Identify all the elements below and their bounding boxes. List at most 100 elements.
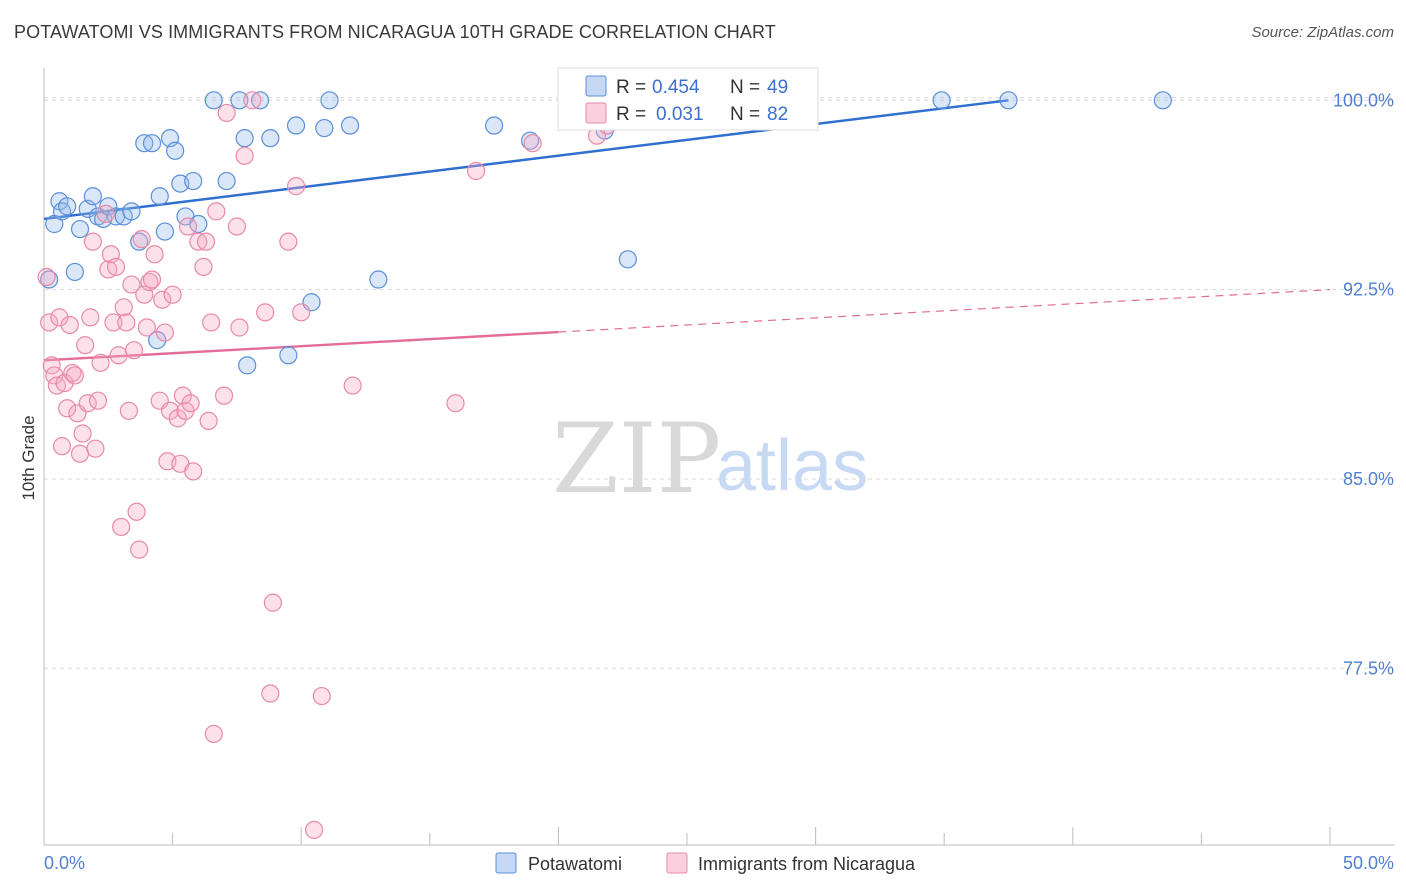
nicaragua-point <box>214 386 234 405</box>
nicaragua-point <box>86 439 105 458</box>
legend-r-label-2: R = <box>616 104 646 125</box>
nicaragua-point <box>168 409 187 428</box>
chart-title: POTAWATOMI VS IMMIGRANTS FROM NICARAGUA … <box>14 22 776 42</box>
potawatomi-point <box>238 356 257 375</box>
nicaragua-point <box>132 230 151 249</box>
potawatomi-point <box>279 346 298 365</box>
series-legend-label-potawatomi: Potawatomi <box>528 854 622 874</box>
nicaragua-point <box>261 684 280 703</box>
potawatomi-point <box>148 331 167 350</box>
nicaragua-point <box>207 202 226 221</box>
potawatomi-point <box>235 129 254 148</box>
nicaragua-point <box>343 376 362 395</box>
nicaragua-point <box>140 272 159 292</box>
nicaragua-point <box>91 353 110 372</box>
legend-swatch-nicaragua <box>585 102 607 124</box>
nicaragua-point <box>70 444 90 463</box>
nicaragua-point <box>155 323 174 342</box>
potawatomi-point <box>166 141 185 160</box>
nicaragua-point <box>127 502 146 521</box>
nicaragua-point <box>263 593 283 612</box>
potawatomi-point <box>204 91 223 110</box>
potawatomi-point <box>618 250 637 269</box>
potawatomi-point <box>261 129 280 148</box>
nicaragua-point <box>114 298 133 317</box>
nicaragua-point <box>217 103 236 123</box>
potawatomi-point <box>521 131 540 150</box>
potawatomi-point <box>230 91 249 110</box>
nicaragua-point <box>202 313 221 332</box>
series-legend-swatch-nicaragua <box>666 852 688 874</box>
nicaragua-point <box>304 820 324 839</box>
nicaragua-point <box>160 401 180 420</box>
series-legend-swatch-potawatomi <box>495 852 517 874</box>
nicaragua-point <box>83 232 102 251</box>
legend-r-value-2: 0.031 <box>656 104 704 125</box>
nicaragua-point <box>65 366 84 385</box>
nicaragua-point <box>178 217 198 236</box>
x-tick-label-min: 0.0% <box>44 853 85 873</box>
potawatomi-point <box>1153 91 1172 110</box>
nicaragua-point <box>96 204 115 223</box>
legend-swatch-potawatomi <box>585 75 607 97</box>
y-tick-labels: 77.5% 85.0% 92.5% 100.0% <box>1333 90 1394 678</box>
nicaragua-point <box>204 724 223 744</box>
nicaragua-point <box>523 134 542 153</box>
nicaragua-point <box>292 303 311 322</box>
potawatomi-point <box>217 171 236 191</box>
nicaragua-point <box>446 394 465 413</box>
series-legend: Potawatomi Immigrants from Nicaragua <box>495 852 916 874</box>
y-tick-label: 85.0% <box>1343 469 1394 489</box>
potawatomi-point <box>40 270 59 289</box>
nicaragua-point <box>199 411 218 430</box>
nicaragua-point <box>256 303 275 322</box>
stats-legend: R = 0.454 N = 49 R = 0.031 N = 82 <box>557 67 819 131</box>
trend-line-solid <box>43 99 1009 221</box>
nicaragua-point <box>81 308 100 327</box>
legend-n-label-2: N = <box>730 104 760 125</box>
nicaragua-point <box>230 318 249 337</box>
potawatomi-point <box>130 232 149 251</box>
legend-r-value-1: 0.454 <box>652 77 700 98</box>
nicaragua-point <box>142 270 162 289</box>
nicaragua-point <box>37 267 56 287</box>
y-tick-label: 100.0% <box>1333 90 1394 110</box>
nicaragua-point <box>104 313 123 332</box>
nicaragua-point <box>55 373 74 393</box>
trend-lines <box>43 99 1331 362</box>
nicaragua-point <box>106 257 126 277</box>
potawatomi-point <box>932 91 951 110</box>
x-tick-label-max: 50.0% <box>1343 853 1394 873</box>
watermark-zip: ZIP <box>552 403 721 515</box>
trend-line-solid <box>43 330 559 362</box>
y-axis-title: 10th Grade <box>19 415 38 500</box>
potawatomi-point <box>65 262 84 282</box>
source-label: Source: ZipAtlas.com <box>1251 24 1394 41</box>
axes <box>43 68 1395 846</box>
legend-r-label-1: R = <box>616 77 646 98</box>
nicaragua-point <box>130 540 149 559</box>
potawatomi-point <box>52 202 72 221</box>
nicaragua-point <box>50 308 69 327</box>
nicaragua-point <box>279 232 298 251</box>
nicaragua-point <box>76 336 95 355</box>
nicaragua-point <box>235 146 254 165</box>
nicaragua-point <box>122 275 141 294</box>
potawatomi-point <box>142 134 162 153</box>
potawatomi-point <box>340 116 360 135</box>
legend-n-value-1: 49 <box>767 77 788 98</box>
potawatomi-point <box>999 91 1018 110</box>
nicaragua-point <box>184 462 203 481</box>
nicaragua-point <box>52 437 72 456</box>
potawatomi-point <box>150 187 169 206</box>
potawatomi-point <box>250 91 270 110</box>
nicaragua-point <box>73 424 92 443</box>
nicaragua-point <box>181 394 200 413</box>
nicaragua-point <box>117 313 136 332</box>
nicaragua-point <box>312 686 331 706</box>
trend-line-dashed <box>558 289 1331 333</box>
nicaragua-point <box>137 318 156 337</box>
nicaragua-point <box>163 285 182 304</box>
potawatomi-point <box>184 171 203 191</box>
nicaragua-point <box>145 245 164 264</box>
